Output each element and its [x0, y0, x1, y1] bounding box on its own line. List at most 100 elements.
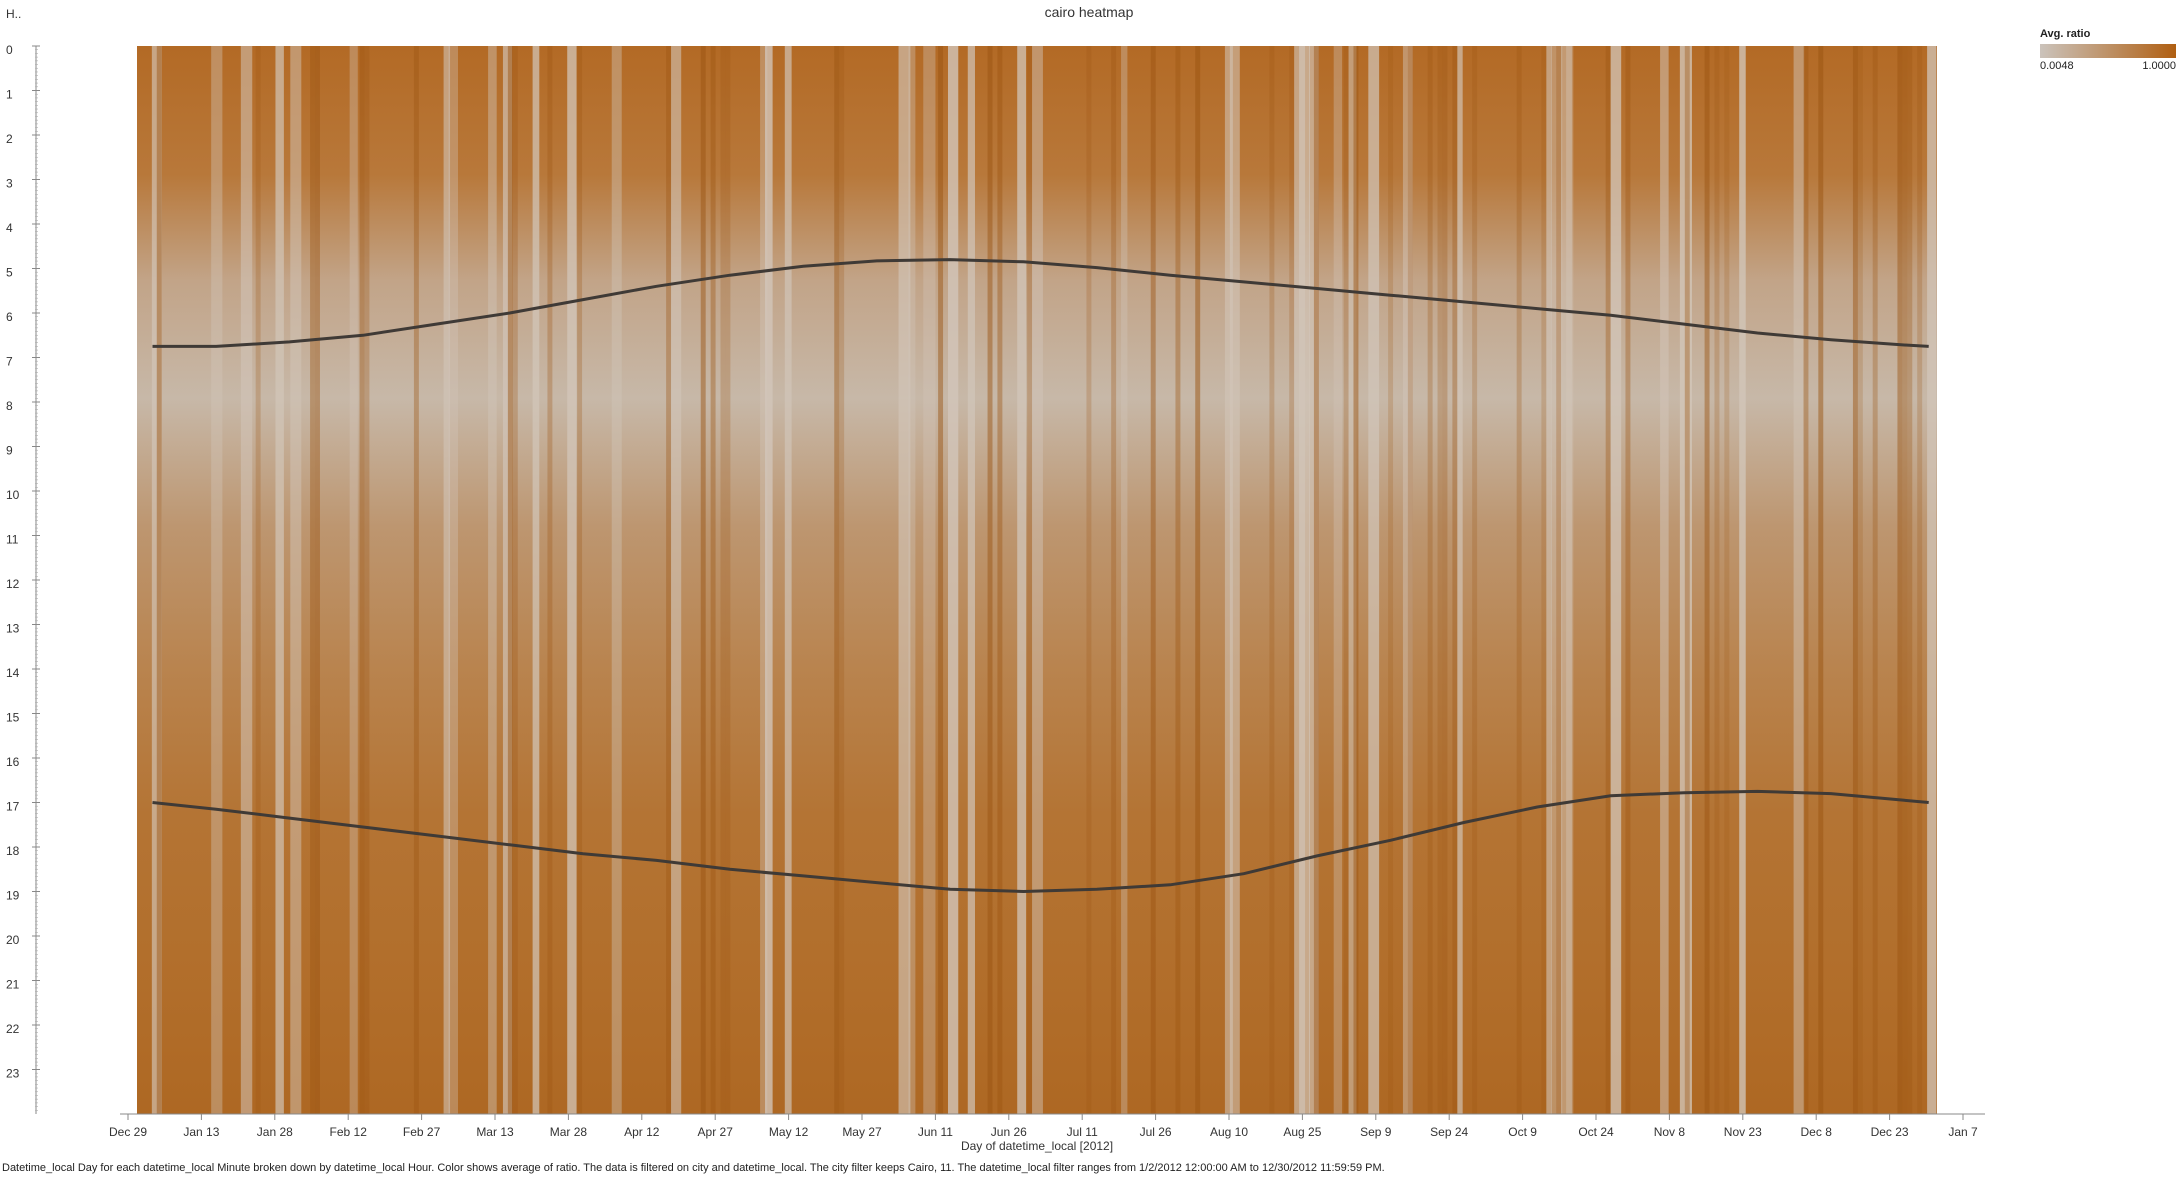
day-column — [1541, 46, 1547, 1114]
day-column — [938, 46, 944, 1114]
y-tick-label: 10 — [6, 488, 20, 502]
color-legend: Avg. ratio 0.0048 1.0000 — [2040, 28, 2178, 72]
day-column — [413, 46, 419, 1114]
day-column — [1175, 46, 1181, 1114]
x-tick-label: Jul 11 — [1067, 1125, 1098, 1139]
heatmap-background — [137, 46, 1937, 1114]
day-column — [1269, 46, 1275, 1114]
day-column — [1111, 46, 1117, 1114]
day-column — [1556, 46, 1562, 1114]
day-column — [349, 46, 358, 1114]
day-column — [512, 46, 518, 1114]
day-column — [1299, 46, 1310, 1114]
y-tick-label: 19 — [6, 889, 20, 903]
y-tick-label: 2 — [6, 132, 13, 146]
day-column — [1150, 46, 1156, 1114]
x-tick-label: Jul 26 — [1140, 1125, 1172, 1139]
day-column — [923, 46, 936, 1114]
day-column — [1333, 46, 1343, 1114]
day-column — [448, 46, 459, 1114]
x-axis: Dec 29 Jan 13 Jan 28 Feb 12 Feb 27 Mar 13 Mar … — [109, 1113, 1985, 1153]
x-tick-label: Nov 23 — [1724, 1125, 1762, 1139]
day-column — [502, 46, 513, 1114]
day-column — [1852, 46, 1858, 1114]
day-column — [908, 46, 916, 1114]
day-column — [898, 46, 911, 1114]
day-column — [1857, 46, 1863, 1114]
day-column — [1684, 46, 1690, 1114]
day-column — [1927, 46, 1937, 1114]
day-column — [1917, 46, 1923, 1114]
day-column — [1407, 46, 1413, 1114]
day-column — [1121, 46, 1128, 1114]
y-tick-label: 16 — [6, 755, 20, 769]
day-column — [947, 46, 959, 1114]
day-column — [784, 46, 792, 1114]
day-column — [290, 46, 302, 1114]
x-tick-label: Jun 26 — [991, 1125, 1027, 1139]
day-column — [1818, 46, 1824, 1114]
day-column — [1561, 46, 1572, 1114]
day-column — [1368, 46, 1380, 1114]
day-column — [1289, 46, 1295, 1114]
x-tick-label: Aug 10 — [1210, 1125, 1248, 1139]
day-column — [1516, 46, 1522, 1114]
day-column — [507, 46, 513, 1114]
y-tick-label: 6 — [6, 310, 13, 324]
day-column — [834, 46, 840, 1114]
day-column — [1452, 46, 1458, 1114]
day-column — [1086, 46, 1092, 1114]
day-column — [151, 46, 162, 1114]
day-column — [1551, 46, 1563, 1114]
legend-title: Avg. ratio — [2040, 28, 2091, 40]
day-column — [310, 46, 316, 1114]
x-tick-label: Dec 8 — [1801, 1125, 1833, 1139]
x-tick-label: Sep 9 — [1360, 1125, 1392, 1139]
day-column — [997, 46, 1003, 1114]
day-column — [760, 46, 768, 1114]
day-column — [1017, 46, 1027, 1114]
day-column — [1660, 46, 1669, 1114]
day-column — [1803, 46, 1809, 1114]
day-column — [1679, 46, 1692, 1114]
y-tick-label: 12 — [6, 577, 20, 591]
day-column — [547, 46, 553, 1114]
day-column — [1437, 46, 1443, 1114]
day-column — [1739, 46, 1746, 1114]
y-tick-label: 17 — [6, 800, 20, 814]
day-column — [240, 46, 253, 1114]
x-tick-label: Dec 23 — [1871, 1125, 1909, 1139]
day-column — [1793, 46, 1805, 1114]
day-column — [1027, 46, 1033, 1114]
x-tick-label: Feb 12 — [330, 1125, 368, 1139]
day-column — [1032, 46, 1043, 1114]
day-column — [1224, 46, 1233, 1114]
x-tick-label: Sep 24 — [1430, 1125, 1468, 1139]
x-tick-label: Mar 28 — [550, 1125, 588, 1139]
day-column — [1427, 46, 1433, 1114]
legend-min-label: 0.0048 — [2040, 60, 2074, 72]
x-tick-label: Jan 13 — [183, 1125, 219, 1139]
day-column — [725, 46, 731, 1114]
day-column — [364, 46, 370, 1114]
day-column — [611, 46, 622, 1114]
legend-labels: 0.0048 1.0000 — [2040, 60, 2176, 72]
y-tick-label: 0 — [6, 43, 13, 57]
y-tick-label: 21 — [6, 978, 20, 992]
x-tick-label: Jan 7 — [1948, 1125, 1978, 1139]
day-column — [532, 46, 540, 1114]
day-column — [671, 46, 682, 1114]
day-column — [1457, 46, 1463, 1114]
day-column — [1714, 46, 1720, 1114]
day-column — [1388, 46, 1394, 1114]
day-column — [1610, 46, 1622, 1114]
sunrise-curve — [152, 258, 1929, 348]
day-column — [839, 46, 845, 1114]
day-column — [359, 46, 365, 1114]
y-tick-label: 4 — [6, 221, 13, 235]
plot-area — [137, 46, 1937, 1114]
day-column — [443, 46, 451, 1114]
y-tick-label: 22 — [6, 1022, 20, 1036]
y-tick-label: 20 — [6, 933, 20, 947]
